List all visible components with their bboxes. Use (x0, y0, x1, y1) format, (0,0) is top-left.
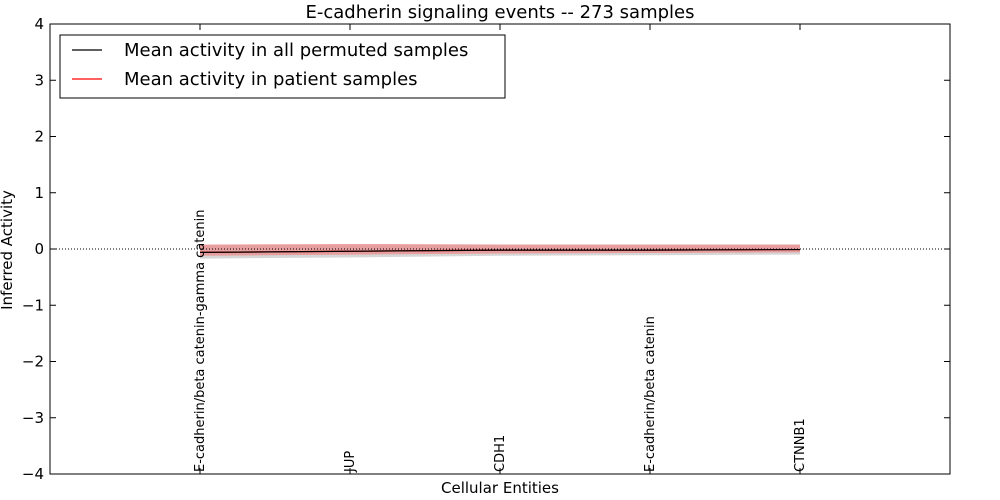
category-label: CTNNB1 (793, 418, 808, 472)
x-axis-label: Cellular Entities (441, 479, 559, 497)
category-label: E-cadherin/beta catenin (643, 316, 658, 472)
series-line-permuted (199, 248, 801, 253)
y-tick-label: 1 (34, 184, 44, 202)
legend-box (59, 34, 506, 99)
category-label: CDH1 (493, 435, 508, 472)
x-axis-ticks (199, 24, 801, 474)
y-tick-label: −1 (22, 296, 44, 314)
y-tick-label: 2 (34, 128, 44, 146)
y-tick-label: 4 (34, 15, 44, 33)
category-labels: E-cadherin/beta catenin-gamma catenin JUP… (193, 210, 808, 473)
legend-label-permuted: Mean activity in all permuted samples (124, 40, 468, 61)
chart-title: E-cadherin signaling events -- 273 sampl… (305, 2, 694, 23)
y-tick-label: −2 (22, 353, 44, 371)
y-tick-label: −4 (22, 465, 44, 483)
y-tick-label: −3 (22, 409, 44, 427)
category-label: JUP (343, 451, 358, 473)
legend: Mean activity in all permuted samples Me… (59, 34, 506, 99)
category-label: E-cadherin/beta catenin-gamma catenin (193, 210, 208, 472)
y-tick-label: 0 (34, 240, 44, 258)
y-tick-label: 3 (34, 71, 44, 89)
legend-label-patient: Mean activity in patient samples (124, 69, 418, 90)
y-axis-label: Inferred Activity (0, 190, 16, 310)
series-lines (199, 248, 801, 253)
y-axis-ticks: −4 −3 −2 −1 0 1 2 3 4 (22, 15, 950, 483)
